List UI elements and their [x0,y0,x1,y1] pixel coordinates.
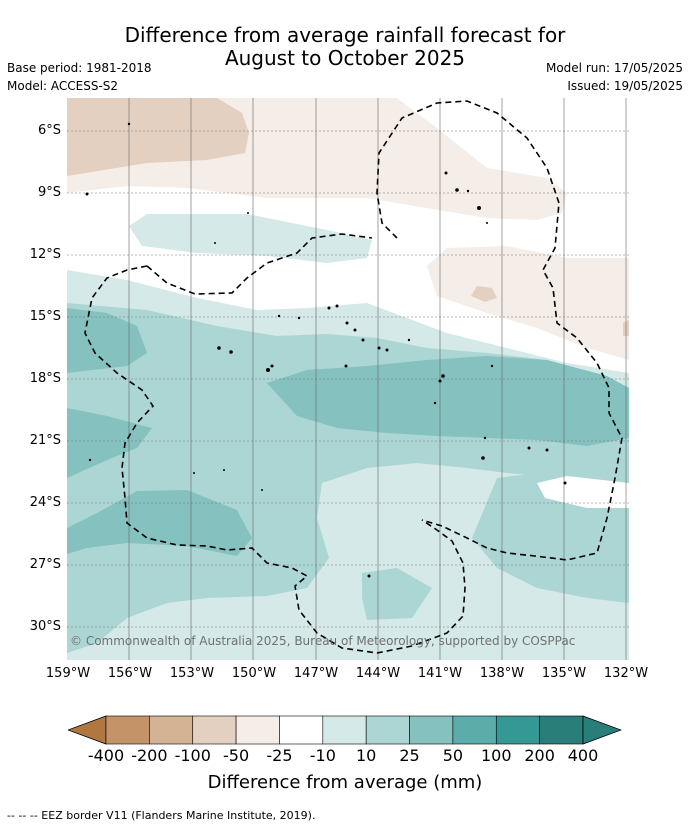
model-name: Model: ACCESS-S2 [7,79,119,93]
colorbar-bin [409,715,454,745]
colorbar-bin [365,715,410,745]
colorbar-tick-label: 25 [399,746,420,765]
islands [85,122,567,578]
colorbar-bin [452,715,497,745]
lon-label-156w: 156°W [107,666,153,681]
wet-band-10s [129,214,372,263]
map-svg [67,98,629,660]
lat-label-6s: 6°S [37,123,61,138]
wet-patch-west-b [67,408,152,478]
colorbar-tick-label: -10 [309,746,336,765]
colorbar-bin [235,715,280,745]
neutral-patch-east [537,476,629,508]
meridians [128,98,627,660]
lon-label-135w: 135°W [541,666,587,681]
issued-date: Issued: 19/05/2025 [567,79,683,93]
model-run: Model run: 17/05/2025 [545,61,683,75]
meta-right: Model run: 17/05/2025 Issued: 19/05/2025 [546,59,683,95]
colorbar-tick-label: 200 [524,746,555,765]
title-line-1: Difference from average rainfall forecas… [124,23,566,47]
colorbar-tick-label: 50 [442,746,464,765]
colorbar-bin [322,715,367,745]
colorbar-tick-label: 400 [567,746,599,765]
lat-label-15s: 15°S [29,309,61,324]
colorbar-tick-label: 10 [355,746,377,765]
lon-label-147w: 147°W [293,666,339,681]
lat-label-21s: 21°S [29,433,61,448]
copyright-text: © Commonwealth of Australia 2025, Bureau… [70,634,576,648]
wet-area-medium-b [362,568,432,620]
colorbar-tick-label: -25 [266,746,293,765]
lat-label-24s: 24°S [29,495,61,510]
lat-label-9s: 9°S [37,185,61,200]
colorbar-bin [149,715,194,745]
eez-border [84,100,623,654]
colorbar [68,715,622,745]
lon-label-132w: 132°W [603,666,649,681]
colorbar-bin [539,715,584,745]
lon-label-150w: 150°W [231,666,277,681]
lon-label-138w: 138°W [479,666,525,681]
title-line-2: August to October 2025 [224,46,466,70]
colorbar-arrow-left [68,715,107,745]
colorbar-tick-label: -50 [223,746,250,765]
dry-spot-east [471,286,497,302]
meta-left: Base period: 1981-2018 Model: ACCESS-S2 [7,59,152,95]
lat-label-12s: 12°S [29,247,61,262]
lat-label-27s: 27°S [29,557,61,572]
chart-title: Difference from average rainfall forecas… [0,24,690,70]
wet-patch-southwest [67,490,252,556]
footnote: -- -- -- EEZ border V11 (Flanders Marine… [7,809,316,822]
colorbar-tick-label: -100 [174,746,211,765]
lat-label-18s: 18°S [29,371,61,386]
colorbar-tick-label: 100 [480,746,512,765]
colorbar-bin [192,715,237,745]
colorbar-bin [279,715,324,745]
lat-label-30s: 30°S [29,619,61,634]
colorbar-label: Difference from average (mm) [207,772,483,793]
colorbar-tick-label: -400 [87,746,125,765]
lon-label-141w: 141°W [417,666,463,681]
lon-label-153w: 153°W [169,666,215,681]
rainfall-map [67,98,629,660]
colorbar-bin [105,715,150,745]
lon-label-159w: 159°W [45,666,91,681]
lon-label-144w: 144°W [355,666,401,681]
wet-patch-central [267,356,629,446]
dry-region-east [427,246,629,360]
dry-band-north-strong [67,98,249,176]
colorbar-arrow-right [582,715,622,745]
base-period: Base period: 1981-2018 [7,61,152,75]
colorbar-bin [495,715,540,745]
colorbar-tick-label: -200 [131,746,168,765]
gridlines [67,130,629,628]
